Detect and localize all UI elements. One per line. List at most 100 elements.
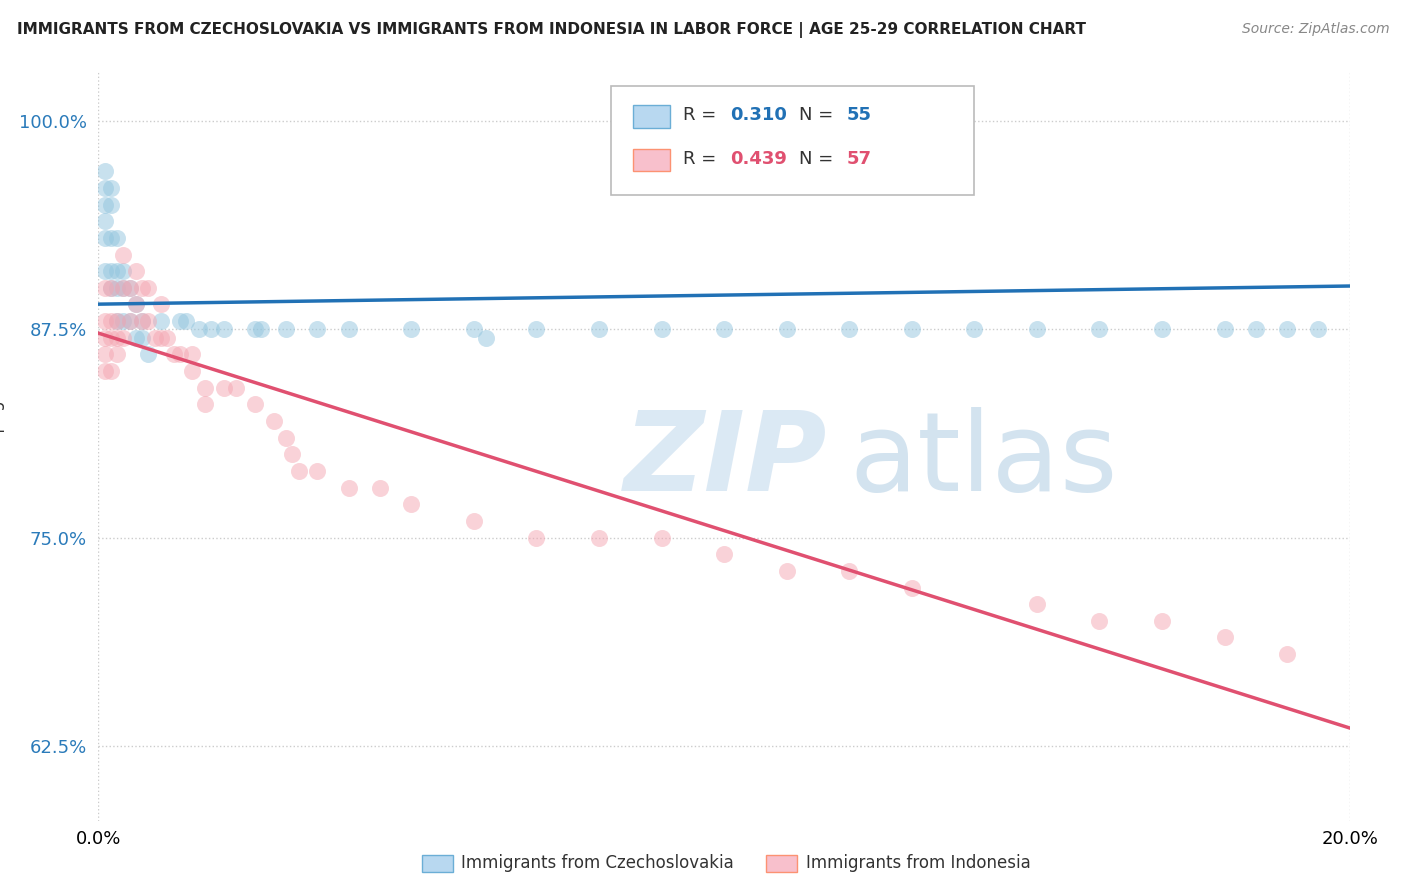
- Text: ZIP: ZIP: [624, 408, 828, 515]
- Text: IMMIGRANTS FROM CZECHOSLOVAKIA VS IMMIGRANTS FROM INDONESIA IN LABOR FORCE | AGE: IMMIGRANTS FROM CZECHOSLOVAKIA VS IMMIGR…: [17, 22, 1085, 38]
- Point: [900, 322, 922, 336]
- Point: [93, 364, 115, 378]
- Point: [1213, 322, 1236, 336]
- Point: [588, 322, 610, 336]
- Point: [588, 531, 610, 545]
- Point: [125, 264, 148, 278]
- Point: [100, 364, 122, 378]
- FancyBboxPatch shape: [633, 105, 671, 128]
- Point: [112, 314, 135, 328]
- Point: [475, 331, 498, 345]
- Text: R =: R =: [683, 106, 721, 124]
- Point: [100, 181, 122, 195]
- Point: [212, 322, 235, 336]
- Text: Immigrants from Czechoslovakia: Immigrants from Czechoslovakia: [461, 855, 734, 872]
- Point: [118, 314, 141, 328]
- Point: [463, 514, 485, 528]
- Point: [150, 331, 173, 345]
- Point: [337, 322, 360, 336]
- Point: [169, 314, 191, 328]
- Point: [250, 322, 273, 336]
- Point: [138, 314, 160, 328]
- Point: [1277, 647, 1299, 661]
- Point: [169, 347, 191, 361]
- Point: [93, 197, 115, 211]
- Point: [287, 464, 309, 478]
- Point: [181, 347, 204, 361]
- Point: [1026, 597, 1049, 611]
- Point: [187, 322, 209, 336]
- Point: [174, 314, 197, 328]
- Point: [713, 547, 735, 561]
- Text: Source: ZipAtlas.com: Source: ZipAtlas.com: [1241, 22, 1389, 37]
- Point: [1088, 614, 1111, 628]
- Point: [125, 297, 148, 311]
- Point: [838, 564, 860, 578]
- Point: [281, 447, 304, 461]
- Text: 0.310: 0.310: [730, 106, 787, 124]
- Point: [112, 331, 135, 345]
- Text: 55: 55: [846, 106, 872, 124]
- Point: [105, 314, 128, 328]
- Point: [93, 347, 115, 361]
- Point: [526, 322, 548, 336]
- Point: [150, 314, 173, 328]
- Point: [93, 181, 115, 195]
- Point: [105, 347, 128, 361]
- Point: [900, 581, 922, 595]
- Point: [307, 464, 329, 478]
- Point: [100, 264, 122, 278]
- Point: [125, 297, 148, 311]
- Text: N =: N =: [799, 150, 839, 168]
- Point: [776, 322, 799, 336]
- Point: [93, 164, 115, 178]
- Point: [212, 381, 235, 395]
- Point: [100, 314, 122, 328]
- Point: [650, 531, 672, 545]
- Point: [100, 331, 122, 345]
- Point: [307, 322, 329, 336]
- Point: [118, 281, 141, 295]
- Point: [1244, 322, 1267, 336]
- FancyBboxPatch shape: [633, 149, 671, 171]
- Text: N =: N =: [799, 106, 839, 124]
- Point: [1308, 322, 1330, 336]
- Point: [105, 264, 128, 278]
- Point: [93, 331, 115, 345]
- Point: [93, 231, 115, 245]
- Point: [194, 381, 217, 395]
- Point: [713, 322, 735, 336]
- Point: [105, 281, 128, 295]
- Point: [194, 397, 217, 411]
- Point: [131, 331, 153, 345]
- Point: [138, 281, 160, 295]
- Point: [1213, 631, 1236, 645]
- Point: [243, 397, 266, 411]
- Point: [1088, 322, 1111, 336]
- Y-axis label: In Labor Force | Age 25-29: In Labor Force | Age 25-29: [0, 336, 4, 556]
- Point: [337, 481, 360, 495]
- Point: [526, 531, 548, 545]
- Text: R =: R =: [683, 150, 721, 168]
- Point: [401, 497, 423, 511]
- Point: [105, 314, 128, 328]
- Point: [105, 231, 128, 245]
- Point: [112, 281, 135, 295]
- Point: [143, 331, 166, 345]
- Point: [93, 314, 115, 328]
- FancyBboxPatch shape: [612, 87, 974, 195]
- Point: [1277, 322, 1299, 336]
- Point: [263, 414, 285, 428]
- Point: [112, 264, 135, 278]
- Point: [274, 431, 298, 445]
- Text: 0.439: 0.439: [730, 150, 787, 168]
- Point: [112, 281, 135, 295]
- FancyBboxPatch shape: [766, 855, 797, 872]
- Point: [112, 247, 135, 261]
- Point: [838, 322, 860, 336]
- Point: [131, 314, 153, 328]
- Point: [118, 314, 141, 328]
- Point: [131, 314, 153, 328]
- Point: [225, 381, 247, 395]
- Point: [401, 322, 423, 336]
